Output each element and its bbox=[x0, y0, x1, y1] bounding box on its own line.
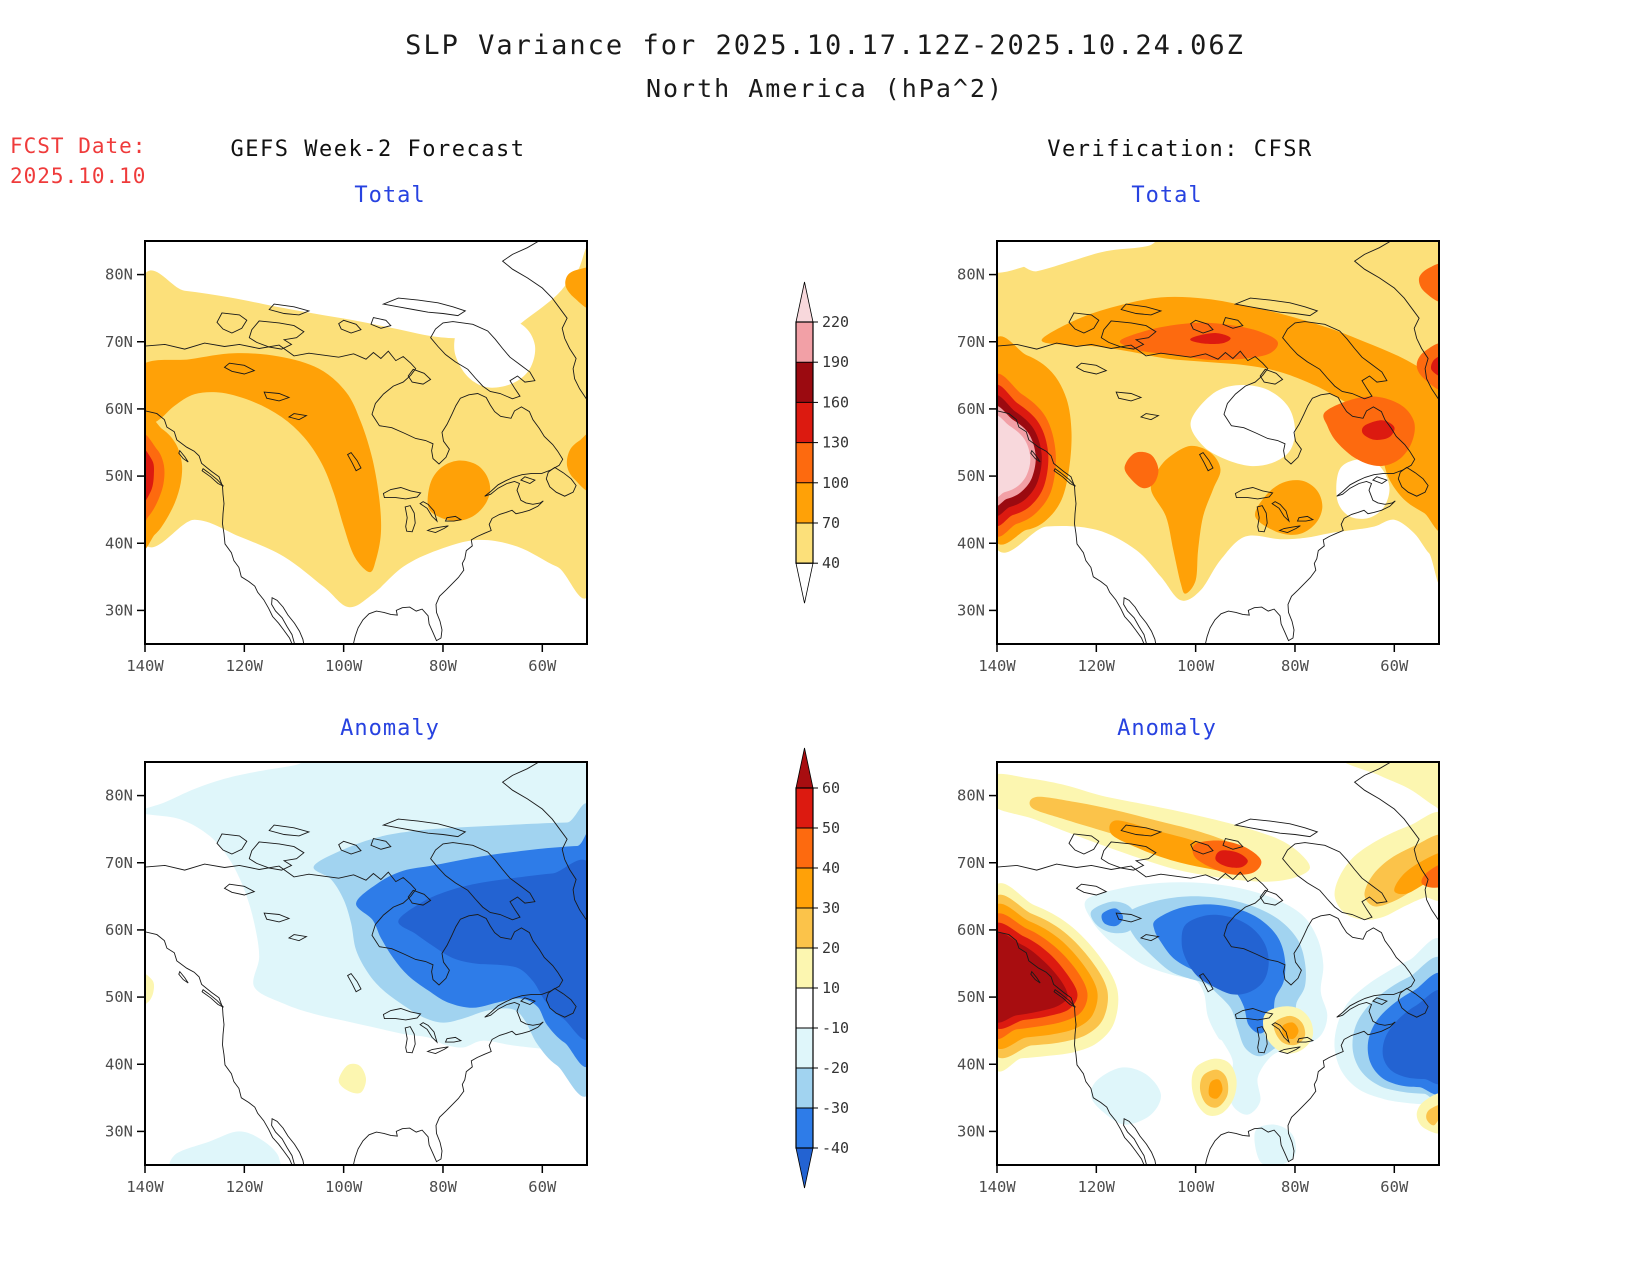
coastlines bbox=[145, 241, 587, 644]
colorbar-tick-label: 160 bbox=[822, 393, 849, 411]
lat-tick-label: 50N bbox=[957, 467, 985, 485]
lat-tick-label: 80N bbox=[957, 266, 985, 284]
map-frame bbox=[996, 761, 1440, 1166]
colorbar-tick-label: 40 bbox=[822, 859, 840, 877]
lat-tick-label: 70N bbox=[105, 854, 133, 872]
lon-tick-label: 100W bbox=[1177, 1178, 1215, 1196]
lon-tick-label: 80W bbox=[1281, 1178, 1310, 1196]
panel-subtitle-cfsr-anomaly: Anomaly bbox=[1117, 716, 1217, 741]
forecast-date-label: FCST Date: bbox=[10, 134, 147, 158]
lat-tick-label: 30N bbox=[105, 601, 133, 619]
lat-tick-label: 40N bbox=[957, 534, 985, 552]
colorbar-tick-label: 10 bbox=[822, 979, 840, 997]
lon-tick-label: 80W bbox=[1281, 657, 1310, 675]
lat-tick-label: 30N bbox=[957, 601, 985, 619]
map-gefs-total: 80N 70N 60N 50N 40N 30N 140W 120W 100W 80W 60W bbox=[105, 240, 588, 675]
map-fill-layers bbox=[145, 762, 587, 1165]
colorbar-tick-label: 100 bbox=[822, 474, 849, 492]
figure-units-subtitle: North America (hPa^2) bbox=[645, 74, 1005, 103]
map-frame bbox=[144, 761, 588, 1166]
map-gefs-anomaly: 80N 70N 60N 50N 40N 30N 140W 120W 100W 80W 60W bbox=[105, 761, 588, 1196]
lat-tick-label: 30N bbox=[105, 1122, 133, 1140]
coastlines bbox=[997, 241, 1439, 644]
lat-tick-label: 70N bbox=[957, 333, 985, 351]
lon-tick-label: 140W bbox=[978, 1178, 1016, 1196]
lon-tick-label: 60W bbox=[1380, 657, 1409, 675]
colorbar-tick-label: 40 bbox=[822, 554, 840, 572]
colorbar-tick-label: 220 bbox=[822, 313, 849, 331]
lon-tick-label: 140W bbox=[126, 1178, 164, 1196]
lat-tick-label: 70N bbox=[105, 333, 133, 351]
lon-tick-label: 120W bbox=[1078, 1178, 1116, 1196]
lon-tick-label: 140W bbox=[126, 657, 164, 675]
lat-tick-label: 60N bbox=[957, 921, 985, 939]
map-frame bbox=[144, 240, 588, 645]
colorbar-tick-label: 130 bbox=[822, 434, 849, 452]
lat-tick-label: 70N bbox=[957, 854, 985, 872]
lat-tick-label: 60N bbox=[957, 400, 985, 418]
lat-tick-label: 30N bbox=[957, 1122, 985, 1140]
lat-tick-label: 40N bbox=[105, 534, 133, 552]
colorbar-tick-label: -20 bbox=[822, 1059, 849, 1077]
lat-tick-label: 50N bbox=[105, 988, 133, 1006]
lon-tick-label: 60W bbox=[528, 657, 557, 675]
lon-tick-label: 140W bbox=[978, 657, 1016, 675]
lon-tick-label: 60W bbox=[1380, 1178, 1409, 1196]
map-cfsr-anomaly: 80N 70N 60N 50N 40N 30N 140W 120W 100W 80W 60W bbox=[957, 761, 1440, 1196]
colorbar-tick-label: -40 bbox=[822, 1139, 849, 1157]
map-fill-layers bbox=[145, 241, 587, 644]
lon-tick-label: 100W bbox=[1177, 657, 1215, 675]
map-fill-layers bbox=[997, 762, 1439, 1165]
panel-subtitle-gefs-anomaly: Anomaly bbox=[340, 716, 440, 741]
lon-tick-label: 60W bbox=[528, 1178, 557, 1196]
panel-subtitle-gefs-total: Total bbox=[354, 183, 426, 208]
coastlines bbox=[997, 762, 1439, 1165]
colorbar-tick-label: 20 bbox=[822, 939, 840, 957]
map-fill-layers bbox=[997, 241, 1439, 644]
panel-subtitle-cfsr-total: Total bbox=[1131, 183, 1203, 208]
colorbar-tick-label: 70 bbox=[822, 514, 840, 532]
map-cfsr-total: 80N 70N 60N 50N 40N 30N 140W 120W 100W 80W 60W bbox=[957, 240, 1440, 675]
lat-tick-label: 40N bbox=[105, 1055, 133, 1073]
lon-tick-label: 120W bbox=[1078, 657, 1116, 675]
colorbar-tick-label: 30 bbox=[822, 899, 840, 917]
forecast-date-block: FCST Date: 2025.10.10 bbox=[10, 131, 146, 191]
lat-tick-label: 80N bbox=[105, 266, 133, 284]
lon-tick-label: 120W bbox=[226, 1178, 264, 1196]
lat-tick-label: 50N bbox=[105, 467, 133, 485]
lat-tick-label: 50N bbox=[957, 988, 985, 1006]
lon-tick-label: 80W bbox=[429, 657, 458, 675]
colorbar-tick-label: 50 bbox=[822, 819, 840, 837]
lon-tick-label: 100W bbox=[325, 1178, 363, 1196]
lat-tick-label: 60N bbox=[105, 400, 133, 418]
colorbar-tick-label: 190 bbox=[822, 353, 849, 371]
lat-tick-label: 80N bbox=[105, 787, 133, 805]
colorbar-total: 220 190 160 130 100 70 40 bbox=[795, 281, 849, 604]
lat-tick-label: 80N bbox=[957, 787, 985, 805]
colorbar-tick-label: 60 bbox=[822, 779, 840, 797]
column-header-verification: Verification: CFSR bbox=[1047, 137, 1313, 162]
lon-tick-label: 120W bbox=[226, 657, 264, 675]
coastlines bbox=[145, 762, 587, 1165]
forecast-date-value: 2025.10.10 bbox=[10, 164, 147, 188]
lon-tick-label: 100W bbox=[325, 657, 363, 675]
colorbar-tick-label: -10 bbox=[822, 1019, 849, 1037]
lon-tick-label: 80W bbox=[429, 1178, 458, 1196]
lat-tick-label: 40N bbox=[957, 1055, 985, 1073]
lat-tick-label: 60N bbox=[105, 921, 133, 939]
colorbar-tick-label: -30 bbox=[822, 1099, 849, 1117]
column-header-forecast: GEFS Week-2 Forecast bbox=[230, 137, 526, 162]
figure-title: SLP Variance for 2025.10.17.12Z-2025.10.… bbox=[405, 30, 1245, 61]
colorbar-anomaly: 60 50 40 30 20 10 -10 -20 -30 -40 bbox=[795, 747, 849, 1189]
map-frame bbox=[996, 240, 1440, 645]
